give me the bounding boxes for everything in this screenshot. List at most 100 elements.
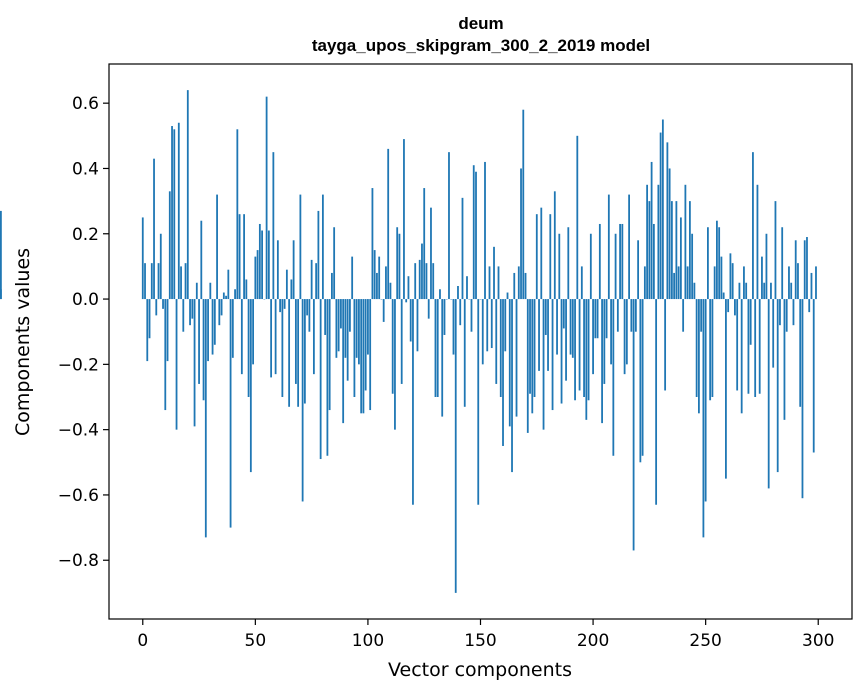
bar-111 (391, 299, 394, 394)
bar-15 (175, 299, 178, 430)
bar-0 (141, 217, 144, 300)
bar-204 (601, 299, 603, 424)
bar-63 (283, 299, 286, 309)
bar-90 (344, 299, 347, 358)
bar-261 (729, 253, 732, 300)
bar-255 (716, 220, 718, 300)
bar-275 (761, 256, 763, 300)
chart-title: deum (458, 14, 503, 33)
bar-243 (688, 201, 691, 300)
bar-73 (306, 299, 309, 316)
bar-263 (734, 299, 736, 316)
bar-295 (806, 237, 808, 300)
bar-221 (639, 299, 642, 463)
bar-257 (720, 256, 723, 300)
bar-128 (430, 207, 432, 300)
bar-92 (349, 299, 351, 332)
bar-244 (691, 233, 694, 300)
bar-265 (738, 282, 741, 300)
x-axis-label: Vector components (388, 659, 572, 681)
bar-272 (754, 299, 757, 397)
bar-56 (267, 230, 270, 300)
bar-246 (695, 299, 698, 397)
bar-292 (799, 299, 802, 407)
bar-87 (337, 299, 340, 352)
bar-171 (526, 299, 529, 433)
bar-231 (661, 119, 664, 300)
bar-260 (727, 299, 730, 313)
bar-91 (346, 299, 349, 381)
bar-125 (423, 188, 426, 300)
bar-155 (490, 299, 493, 349)
bar-259 (725, 299, 727, 479)
bar-22 (191, 299, 194, 319)
bar-122 (416, 299, 419, 352)
bar-64 (285, 269, 288, 300)
bar-7 (157, 263, 160, 300)
bar-75 (310, 259, 313, 300)
bar-81 (324, 299, 327, 335)
bar-226 (650, 161, 653, 300)
bar-59 (274, 299, 277, 375)
bar-37 (225, 295, 227, 300)
bar-12 (168, 191, 171, 300)
bar-112 (394, 299, 396, 430)
bar-218 (632, 299, 635, 551)
bar-215 (625, 299, 628, 365)
bar-153 (486, 299, 489, 352)
bar-189 (567, 227, 570, 300)
bar-130 (434, 299, 437, 397)
bar-196 (583, 299, 585, 397)
bar-190 (569, 299, 572, 355)
bar-225 (648, 201, 651, 300)
bar-16 (177, 122, 180, 300)
bar-270 (749, 299, 752, 345)
bar-296 (808, 299, 811, 313)
bar-229 (657, 184, 660, 300)
bar-287 (788, 266, 790, 300)
bar-124 (421, 243, 423, 300)
bar-187 (562, 299, 565, 329)
bar-264 (736, 299, 739, 391)
bar-273 (756, 184, 759, 300)
bar-288 (790, 282, 793, 300)
bar-179 (544, 299, 547, 335)
bar-46 (245, 279, 248, 300)
bar-291 (797, 263, 799, 300)
bar-249 (702, 299, 705, 538)
bar-242 (686, 266, 689, 300)
bar-248 (700, 299, 703, 332)
bar-151 (481, 299, 484, 365)
bar-6 (155, 299, 158, 316)
bar-129 (432, 263, 435, 300)
bar-210 (614, 233, 617, 300)
bar-266 (740, 299, 743, 414)
bar-169 (522, 109, 525, 300)
bar-274 (758, 299, 761, 394)
bar-209 (612, 299, 615, 456)
bar-93 (351, 256, 354, 300)
bar-199 (589, 233, 592, 300)
bar-149 (477, 299, 480, 505)
bar-206 (605, 299, 608, 339)
bar-228 (655, 299, 658, 505)
bar-45 (243, 214, 245, 300)
bar-11 (166, 299, 169, 362)
chart-subtitle: tayga_upos_skipgram_300_2_2019 model (312, 36, 650, 55)
bar-30 (209, 282, 212, 300)
bar-234 (668, 168, 671, 300)
bar-182 (551, 299, 554, 411)
bar-47 (247, 299, 250, 397)
bar-276 (763, 282, 766, 300)
x-tick-label: 300 (802, 631, 834, 651)
bar-113 (396, 227, 399, 300)
bar-78 (317, 210, 320, 300)
bar-281 (774, 201, 777, 300)
bar-157 (495, 299, 498, 384)
bar-35 (220, 299, 223, 316)
bar-72 (303, 299, 306, 404)
bar-223 (643, 266, 646, 300)
bar-158 (497, 266, 500, 300)
y-tick-label: −0.4 (58, 421, 99, 441)
